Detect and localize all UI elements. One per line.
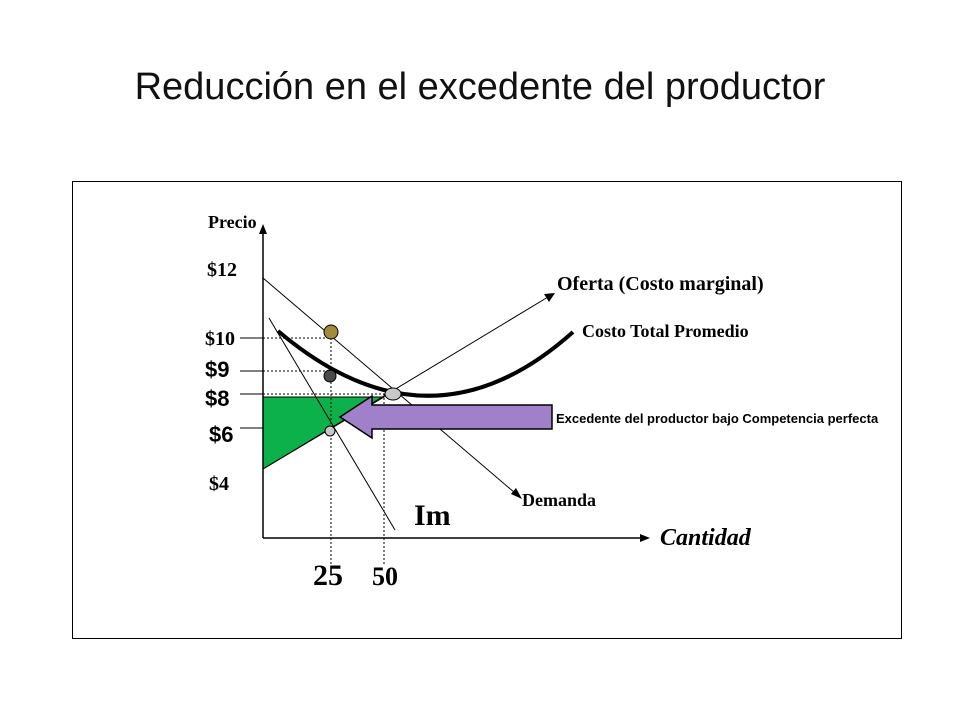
- marginal-revenue-curve: [268, 317, 396, 531]
- quantity-label-25: 25: [313, 559, 343, 592]
- y-axis-arrowhead: [259, 224, 267, 234]
- demand-label: Demanda: [522, 490, 596, 510]
- chart-frame: [72, 181, 902, 639]
- price-label-12: $12: [207, 259, 237, 281]
- annotation-label: Excedente del productor bajo Competencia…: [556, 411, 879, 426]
- point-competitive-eq: [384, 387, 402, 401]
- price-label-9: $9: [205, 357, 229, 382]
- point-monopoly-price: [323, 324, 339, 340]
- point-mc-25: [323, 369, 337, 383]
- x-axis-label: Cantidad: [660, 525, 752, 551]
- demand-arrowhead: [511, 488, 522, 499]
- marginal-revenue-label: Im: [414, 499, 451, 532]
- atc-label: Costo Total Promedio: [582, 321, 749, 341]
- y-axis-label: Precio: [208, 212, 257, 232]
- average-total-cost-curve: [276, 329, 575, 398]
- demand-curve: [262, 277, 516, 494]
- price-label-6: $6: [209, 422, 233, 447]
- quantity-label-50: 50: [372, 562, 398, 591]
- supply-arrowhead: [544, 293, 555, 302]
- slide-title: Reducción en el excedente del productor: [134, 66, 826, 108]
- supply-curve: [262, 296, 549, 470]
- x-axis-arrowhead: [640, 534, 650, 542]
- price-label-8: $8: [205, 386, 229, 411]
- price-label-10: $10: [205, 328, 235, 350]
- price-label-4: $4: [209, 473, 229, 495]
- point-lower: [324, 425, 336, 437]
- annotation-arrow: [338, 394, 553, 440]
- supply-label: Oferta (Costo marginal): [557, 273, 764, 295]
